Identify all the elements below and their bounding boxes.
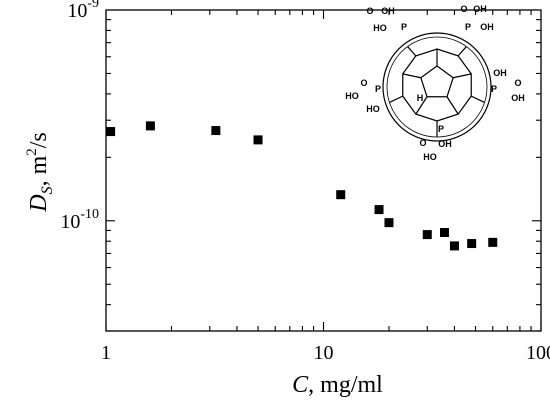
x-axis-label: C, mg/ml [292,372,383,398]
data-point [253,135,263,145]
data-point [467,239,477,249]
phosphorus-atom: P [465,22,471,32]
data-point [336,190,346,200]
y-axis-superscript: 2 [24,148,40,156]
substituent-label: O [460,4,467,14]
y-tick-base: 10 [60,211,80,233]
substituent-label: OH [381,6,395,16]
fullerene-bond [407,46,417,57]
substituent-label: OH [493,68,507,78]
y-axis-subscript: S [39,186,56,194]
x-axis-symbol: C [292,372,309,398]
phosphorus-atom: P [375,84,381,94]
phosphorus-atom: P [401,22,407,32]
data-point [449,241,459,251]
data-point [106,127,116,137]
data-point [145,121,155,131]
phosphorus-atom: P [491,84,497,94]
x-tick-label: 100 [526,342,550,364]
fullerene-bond [402,73,421,79]
substituent-label: OH [480,22,494,32]
substituent-label: HO [345,91,359,101]
substituent-label: O [514,78,521,88]
y-axis-unit: , m [26,155,52,186]
phosphorus-atom: P [438,124,444,134]
data-point [488,237,498,247]
y-axis-label: DS, m2/s [24,132,56,213]
y-tick-exponent: -10 [80,207,99,222]
fullerene-bond [470,95,485,103]
data-point [211,126,221,136]
fullerene-bond [457,46,467,57]
data-point [374,205,384,215]
y-axis-unit-tail: /s [26,132,52,148]
fullerene-bond [446,96,459,115]
substituent-label: OH [438,139,452,149]
y-axis-symbol: D [26,194,52,212]
substituent-label: O [360,78,367,88]
substituent-label: O [366,6,373,16]
fullerene-cage [382,32,492,142]
axis-labels: C, mg/ml DS, m2/s [24,132,383,398]
data-point [384,218,394,228]
y-tick-label: 10-10 [60,207,99,233]
substituent-label: O [419,138,426,148]
data-point [439,227,449,237]
y-tick-exponent: -9 [87,0,99,11]
x-axis-unit: , mg/ml [308,372,383,398]
substituent-label: HO [366,104,380,114]
fullerene-bond [415,96,428,115]
fullerene-bond [453,73,472,79]
y-tick-label: 10-9 [67,0,99,22]
plot-frame [105,9,542,332]
plot-axes [105,9,542,332]
axis-ticks: 11010010-910-10 [60,0,550,364]
substituent-label: OH [473,4,487,14]
x-tick-label: 10 [314,342,334,364]
substituent-label: OH [511,93,525,103]
data-point [422,230,432,240]
fullerene-pentagon [420,65,454,98]
x-tick-label: 1 [101,342,111,364]
fullerene-bond [389,95,404,103]
substituent-label: HO [423,152,437,162]
substituent-label: HO [373,23,387,33]
hydrogen-atom: H [417,93,424,103]
data-points [106,121,498,251]
y-tick-base: 10 [67,0,87,22]
